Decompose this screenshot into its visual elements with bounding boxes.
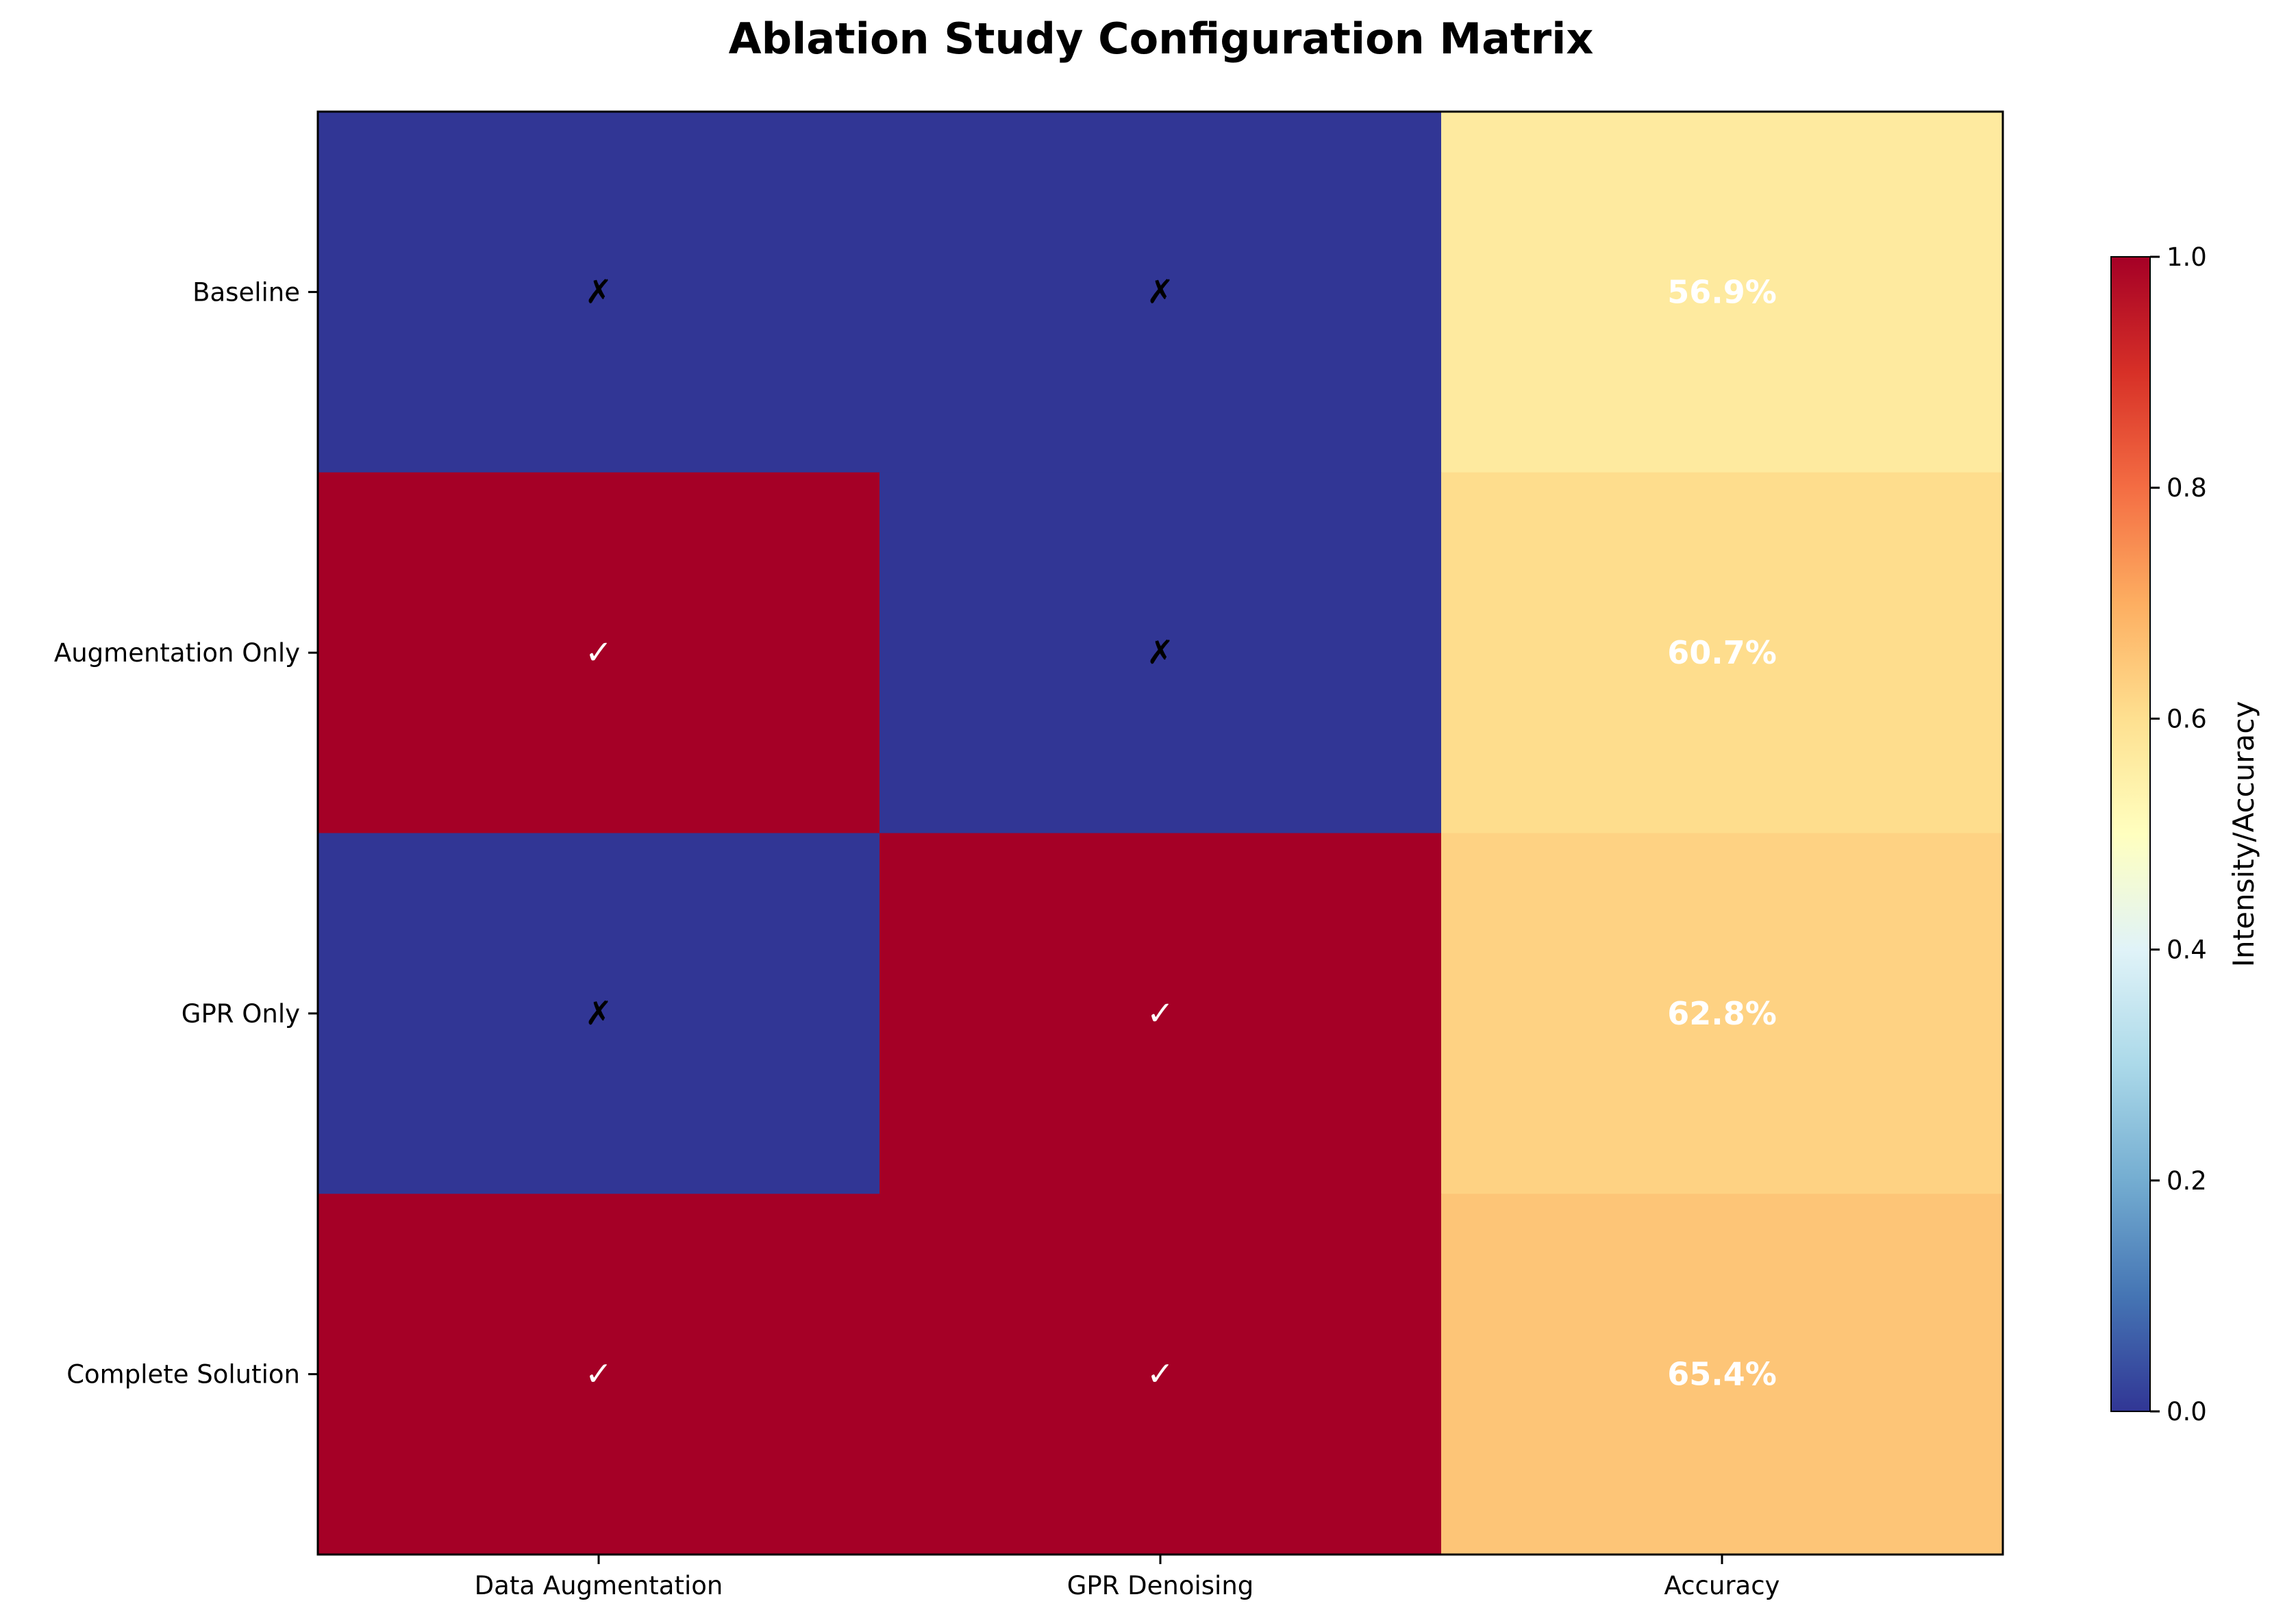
heatmap-cell xyxy=(1441,112,2004,473)
check-mark-label: ✓ xyxy=(1147,1355,1174,1394)
colorbar xyxy=(2110,256,2151,1412)
row-tick-labels: Baseline Augmentation Only GPR Only Complet… xyxy=(54,277,318,1389)
accuracy-value-label: 62.8% xyxy=(1667,995,1777,1032)
colorbar-tick-label: 0.8 xyxy=(2167,473,2207,503)
colorbar-tick-label: 1.0 xyxy=(2167,242,2207,272)
heatmap-cell xyxy=(1441,472,2004,833)
colorbar-ticks: 0.0 0.2 0.4 0.6 0.8 1.0 xyxy=(2150,242,2207,1426)
cross-mark-label: ✗ xyxy=(1147,273,1174,311)
row-tick-label: Complete Solution xyxy=(66,1360,300,1389)
row-tick-label: Baseline xyxy=(192,277,300,307)
cross-mark-label: ✗ xyxy=(585,994,612,1033)
heatmap-cell xyxy=(1441,1194,2004,1555)
column-tick-label: Data Augmentation xyxy=(475,1571,723,1600)
chart-title: Ablation Study Configuration Matrix xyxy=(729,14,1594,64)
heatmap-cell xyxy=(318,1194,880,1555)
check-mark-label: ✓ xyxy=(585,1355,612,1394)
heatmap-cells xyxy=(318,112,2004,1555)
row-tick-label: GPR Only xyxy=(182,999,300,1029)
heatmap-cell xyxy=(1441,833,2004,1194)
heatmap-cell xyxy=(318,833,880,1194)
heatmap-cell xyxy=(879,472,1442,833)
heatmap-cell xyxy=(879,112,1442,473)
column-tick-label: Accuracy xyxy=(1664,1571,1780,1600)
cross-mark-label: ✗ xyxy=(1147,633,1174,672)
colorbar-tick-label: 0.0 xyxy=(2167,1397,2207,1426)
check-mark-label: ✓ xyxy=(1147,994,1174,1033)
accuracy-value-label: 56.9% xyxy=(1667,273,1777,310)
heatmap-cell xyxy=(318,472,880,833)
colorbar-tick-label: 0.2 xyxy=(2167,1166,2207,1196)
check-mark-label: ✓ xyxy=(585,633,612,672)
heatmap-cell xyxy=(879,833,1442,1194)
colorbar-label: Intensity/Accuracy xyxy=(2227,701,2260,968)
column-tick-label: GPR Denoising xyxy=(1067,1571,1254,1600)
cell-labels: ✗ ✗ 56.9% ✓ ✗ 60.7% ✗ ✓ 62.8% ✓ ✓ 65.4% xyxy=(585,273,1777,1393)
heatmap-cell xyxy=(318,112,880,473)
row-tick-label: Augmentation Only xyxy=(54,638,300,668)
plot-frame xyxy=(316,110,2004,1556)
colorbar-tick-label: 0.6 xyxy=(2167,704,2207,733)
accuracy-value-label: 65.4% xyxy=(1667,1356,1777,1393)
accuracy-value-label: 60.7% xyxy=(1667,634,1777,671)
heatmap-cell xyxy=(879,1194,1442,1555)
colorbar-tick-label: 0.4 xyxy=(2167,935,2207,965)
cross-mark-label: ✗ xyxy=(585,273,612,311)
column-tick-labels: Data Augmentation GPR Denoising Accuracy xyxy=(475,1555,1780,1600)
